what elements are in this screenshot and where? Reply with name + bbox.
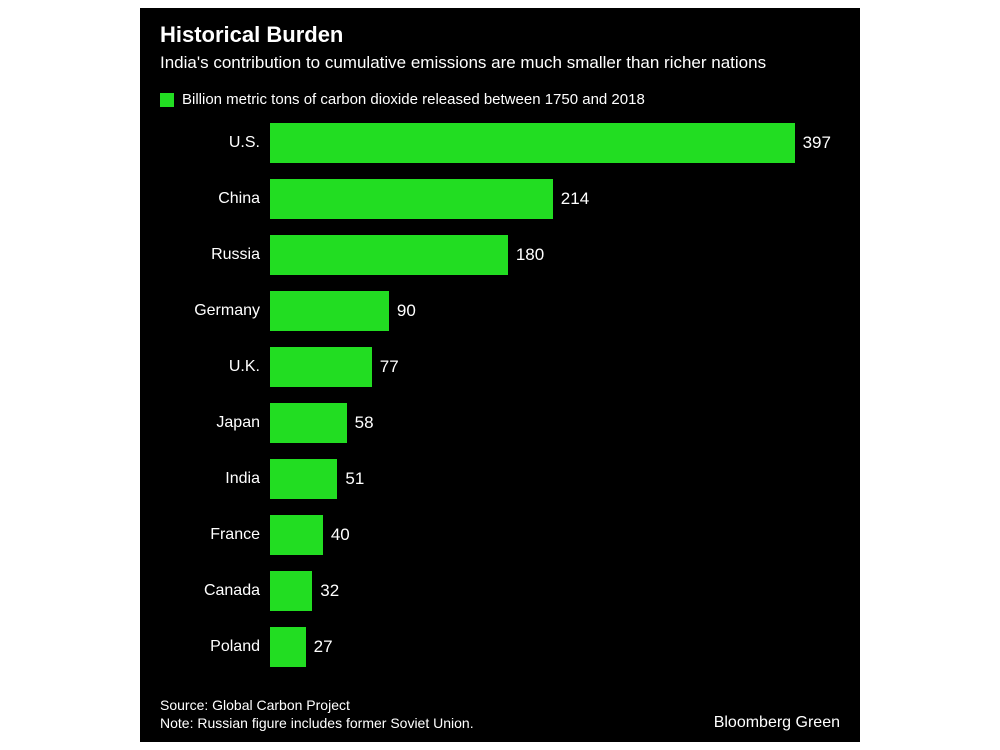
bar-wrap: 51 (270, 459, 840, 499)
bar-value: 180 (516, 245, 544, 265)
bar (270, 459, 337, 499)
bar-label: U.K. (160, 358, 270, 376)
bar-value: 90 (397, 301, 416, 321)
legend-swatch (160, 93, 174, 107)
bar (270, 515, 323, 555)
brand-label: Bloomberg Green (714, 714, 840, 732)
chart-subtitle: India's contribution to cumulative emiss… (160, 52, 800, 73)
bar-row: Poland 27 (160, 622, 840, 672)
bar-row: Russia 180 (160, 230, 840, 280)
bar-row: Canada 32 (160, 566, 840, 616)
bar-label: Germany (160, 302, 270, 320)
legend: Billion metric tons of carbon dioxide re… (160, 91, 840, 108)
bar-value: 214 (561, 189, 589, 209)
bar-label: Canada (160, 582, 270, 600)
brand-suffix: Green (796, 714, 840, 731)
bar-chart: U.S. 397 China 214 Russia 180 Germany 90 U.K. 77 J… (160, 118, 840, 672)
bar-value: 77 (380, 357, 399, 377)
chart-title: Historical Burden (160, 22, 840, 48)
bar-wrap: 214 (270, 179, 840, 219)
bar (270, 627, 306, 667)
bar (270, 291, 389, 331)
bar-label: U.S. (160, 134, 270, 152)
bar (270, 235, 508, 275)
bar-label: Poland (160, 638, 270, 656)
bar-row: India 51 (160, 454, 840, 504)
bar-wrap: 40 (270, 515, 840, 555)
bar-row: Japan 58 (160, 398, 840, 448)
bar-value: 27 (314, 637, 333, 657)
bar (270, 347, 372, 387)
source-line: Source: Global Carbon Project (160, 696, 840, 714)
bar-label: China (160, 190, 270, 208)
bar-value: 51 (345, 469, 364, 489)
bar-value: 397 (803, 133, 831, 153)
bar-value: 32 (320, 581, 339, 601)
bar-wrap: 397 (270, 123, 840, 163)
brand-prefix: Bloomberg (714, 714, 796, 731)
bar-row: Germany 90 (160, 286, 840, 336)
bar-wrap: 77 (270, 347, 840, 387)
bar-label: France (160, 526, 270, 544)
bar (270, 123, 795, 163)
legend-label: Billion metric tons of carbon dioxide re… (182, 91, 645, 108)
bar-value: 58 (355, 413, 374, 433)
bar (270, 179, 553, 219)
page-frame: Historical Burden India's contribution t… (0, 0, 1000, 750)
bar-wrap: 58 (270, 403, 840, 443)
bar (270, 403, 347, 443)
bar-label: Japan (160, 414, 270, 432)
chart-panel: Historical Burden India's contribution t… (140, 8, 860, 742)
bar-row: U.K. 77 (160, 342, 840, 392)
bar-label: Russia (160, 246, 270, 264)
chart-footer: Source: Global Carbon Project Note: Russ… (160, 696, 840, 732)
bar-row: U.S. 397 (160, 118, 840, 168)
bar (270, 571, 312, 611)
bar-wrap: 180 (270, 235, 840, 275)
bar-row: China 214 (160, 174, 840, 224)
bar-row: France 40 (160, 510, 840, 560)
bar-wrap: 32 (270, 571, 840, 611)
bar-wrap: 90 (270, 291, 840, 331)
bar-label: India (160, 470, 270, 488)
bar-value: 40 (331, 525, 350, 545)
bar-wrap: 27 (270, 627, 840, 667)
